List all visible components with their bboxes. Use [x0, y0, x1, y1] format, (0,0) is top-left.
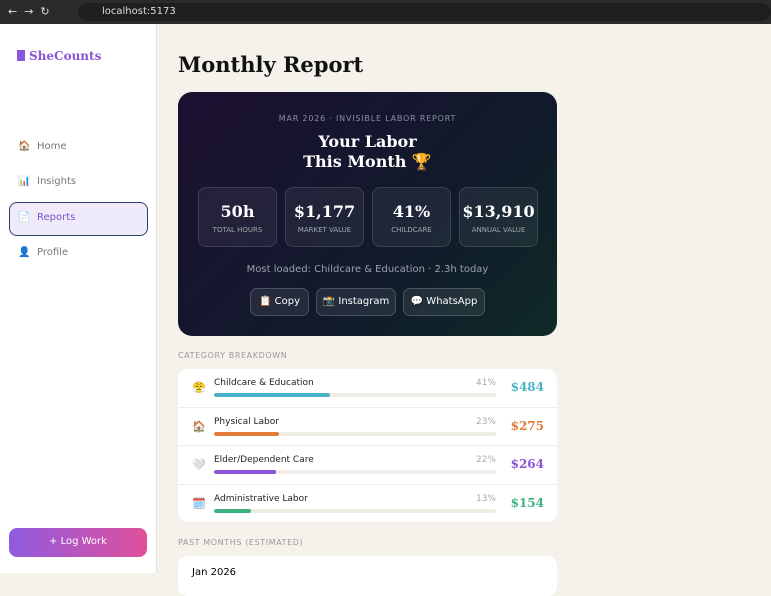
logo-mark — [17, 50, 25, 61]
logo[interactable]: SheCounts — [17, 49, 101, 63]
category-name: Elder/Dependent Care — [214, 455, 314, 465]
section-title: CATEGORY BREAKDOWN — [178, 351, 288, 360]
category-icon: 😤 — [192, 381, 206, 394]
category-pct: 22% — [475, 455, 496, 465]
category-amount: $154 — [510, 495, 544, 510]
stat-box: 50h TOTAL HOURS — [198, 187, 277, 247]
nav-item[interactable]: 📊 Insights — [9, 166, 148, 200]
category-card: 😤 Childcare & Education 41% $484 🏠 Physical L… — [178, 369, 557, 523]
nav-item[interactable]: 🏠 Home — [9, 131, 148, 165]
progress-fill — [214, 431, 279, 436]
category-name: Administrative Labor — [214, 493, 308, 504]
stat-label: ANNUAL VALUE — [471, 226, 526, 234]
url-bar[interactable]: localhost:5173 — [78, 3, 771, 21]
heading: This Month 🏆 — [303, 152, 432, 171]
progress-fill — [214, 393, 330, 397]
sidebar: SheCounts + Log Work 🏠 Home 📊 Insights 📄 Repo… — [0, 24, 157, 573]
nav-item[interactable]: 📄 Reports — [9, 201, 148, 236]
category-name: Physical Labor — [214, 416, 279, 427]
share-button[interactable]: 💬 WhatsApp — [403, 288, 485, 316]
stat-value: 50h — [220, 202, 255, 221]
category-icon: 🗓️ — [192, 496, 206, 510]
nav-icon: 🏠 — [18, 141, 31, 152]
past-card: Jan 2026 — [178, 556, 557, 596]
progress-track — [214, 470, 496, 474]
stat-label: TOTAL HOURS — [212, 226, 263, 234]
category-icon: 🏠 — [192, 419, 206, 433]
category-pct: 41% — [475, 378, 496, 388]
stat-box: 41% CHILDCARE — [372, 187, 451, 247]
browser-bar: ← → ↻ localhost:5173 — [0, 0, 771, 24]
nav-label: Profile — [37, 246, 69, 258]
log-work-button[interactable]: + Log Work — [9, 528, 147, 557]
nav-item[interactable]: 👤 Profile — [9, 237, 148, 271]
progress-track — [214, 431, 496, 436]
stat-value: 41% — [392, 202, 431, 221]
section-title: PAST MONTHS (ESTIMATED) — [178, 538, 304, 547]
logo-text: SheCounts — [29, 49, 102, 63]
stat-box: $13,910 ANNUAL VALUE — [459, 187, 538, 247]
category-pct: 13% — [475, 493, 496, 504]
category-amount: $275 — [510, 418, 544, 433]
progress-fill — [214, 508, 251, 513]
nav-icon: 📊 — [18, 176, 31, 188]
progress-fill — [214, 470, 277, 474]
nav-icon: 👤 — [18, 246, 31, 258]
eyebrow: MAR 2026 · INVISIBLE LABOR REPORT — [278, 114, 457, 123]
category-pct: 23% — [475, 416, 496, 427]
category-amount: $484 — [510, 380, 544, 394]
share-button[interactable]: 📋 Copy — [250, 288, 309, 316]
category-amount: $264 — [510, 457, 544, 471]
progress-track — [214, 508, 496, 513]
category-row: 😤 Childcare & Education 41% $484 — [178, 369, 557, 408]
share-button[interactable]: 📸 Instagram — [316, 288, 396, 316]
nav-icon: 📄 — [18, 211, 31, 223]
nav-label: Home — [37, 141, 67, 152]
stat-value: $1,177 — [293, 202, 356, 221]
note: Most loaded: Childcare & Education · 2.3… — [246, 264, 489, 275]
stat-box: $1,177 MARKET VALUE — [285, 187, 364, 247]
page-title: Monthly Report — [178, 52, 364, 77]
stat-value: $13,910 — [462, 202, 535, 221]
stat-label: MARKET VALUE — [297, 226, 352, 234]
nav-label: Insights — [37, 176, 77, 188]
category-icon: 🤍 — [192, 458, 206, 471]
report-card: MAR 2026 · INVISIBLE LABOR REPORT Your L… — [178, 92, 557, 336]
category-row: 🏠 Physical Labor 23% $275 — [178, 408, 557, 446]
category-row: 🗓️ Administrative Labor 13% $154 — [178, 485, 557, 523]
stat-label: CHILDCARE — [391, 226, 432, 234]
category-row: 🤍 Elder/Dependent Care 22% $264 — [178, 446, 557, 485]
progress-track — [214, 393, 496, 397]
nav-arrows[interactable]: ← → ↻ — [8, 5, 50, 18]
category-name: Childcare & Education — [214, 378, 314, 388]
heading: Your Labor — [318, 132, 417, 151]
nav-label: Reports — [37, 211, 76, 223]
